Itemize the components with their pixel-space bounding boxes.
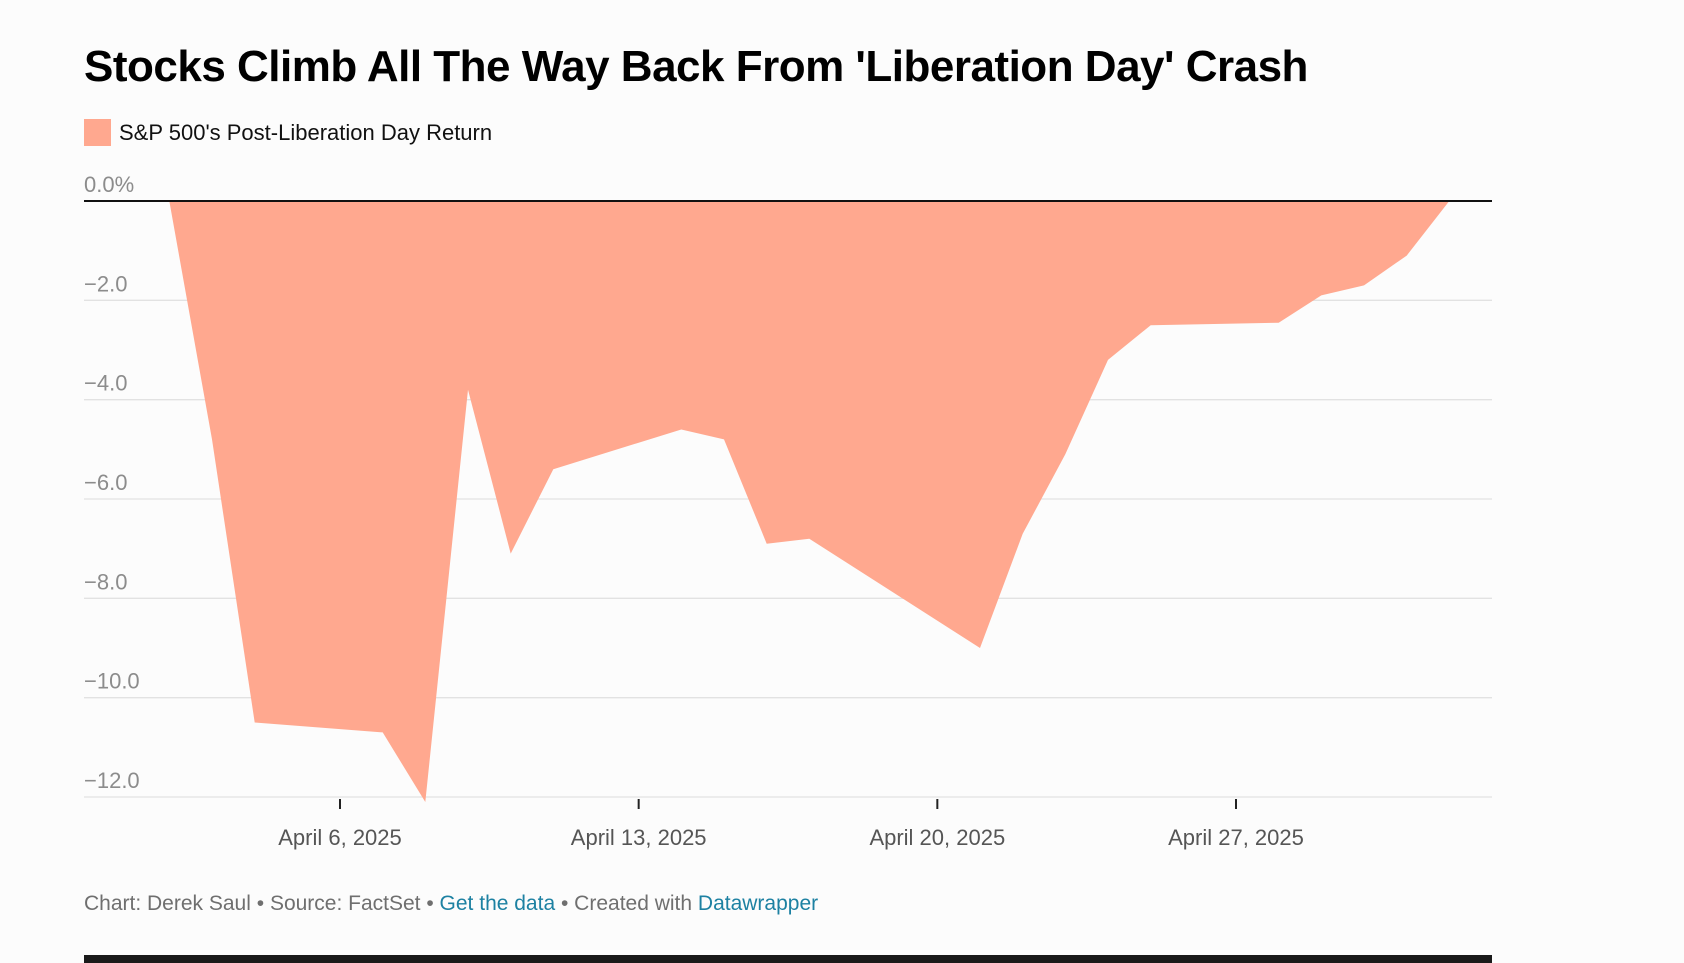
x-tick-label: April 13, 2025 bbox=[571, 825, 707, 850]
x-tick-label: April 27, 2025 bbox=[1168, 825, 1304, 850]
data-point bbox=[1277, 321, 1281, 325]
y-axis: 0.0% −2.0 −4.0 −6.0 −8.0 −10.0 −12.0 bbox=[84, 172, 140, 793]
data-point bbox=[1319, 293, 1323, 297]
data-point bbox=[722, 437, 726, 441]
footer-source: Source: FactSet bbox=[269, 892, 421, 915]
legend-swatch bbox=[84, 119, 111, 146]
legend: S&P 500's Post-Liberation Day Return bbox=[84, 119, 492, 146]
data-point bbox=[466, 388, 470, 392]
y-tick-label: −10.0 bbox=[84, 669, 140, 694]
get-the-data-link[interactable]: Get the data bbox=[439, 892, 556, 915]
data-point bbox=[1362, 283, 1366, 287]
chart-title: Stocks Climb All The Way Back From 'Libe… bbox=[84, 42, 1308, 91]
data-point bbox=[210, 437, 214, 441]
legend-label: S&P 500's Post-Liberation Day Return bbox=[119, 119, 493, 145]
data-point bbox=[1106, 358, 1110, 362]
y-tick-label: −8.0 bbox=[84, 569, 127, 594]
x-tick-label: April 6, 2025 bbox=[278, 825, 402, 850]
data-point bbox=[1405, 254, 1409, 258]
area-layer bbox=[169, 201, 1450, 804]
y-tick-label: −6.0 bbox=[84, 470, 127, 495]
data-point bbox=[1021, 532, 1025, 536]
x-tick-label: April 20, 2025 bbox=[869, 825, 1005, 850]
area-series bbox=[169, 201, 1450, 802]
data-point bbox=[381, 730, 385, 734]
data-point bbox=[253, 721, 257, 725]
footer: Chart: Derek Saul • Source: FactSet • Ge… bbox=[84, 892, 818, 916]
data-point bbox=[423, 800, 427, 804]
data-point bbox=[1149, 323, 1153, 327]
x-axis: April 6, 2025 April 13, 2025 April 20, 202… bbox=[278, 799, 1304, 850]
data-point bbox=[551, 467, 555, 471]
y-tick-label: −2.0 bbox=[84, 271, 127, 296]
datawrapper-link[interactable]: Datawrapper bbox=[697, 892, 819, 915]
y-tick-label: −12.0 bbox=[84, 768, 140, 793]
footer-created-with: Created with bbox=[574, 892, 693, 915]
data-point bbox=[679, 428, 683, 432]
data-point bbox=[1063, 452, 1067, 456]
y-tick-label: −4.0 bbox=[84, 371, 127, 396]
data-point bbox=[978, 646, 982, 650]
data-point bbox=[807, 537, 811, 541]
data-point bbox=[765, 542, 769, 546]
footer-separator: • bbox=[555, 892, 575, 915]
footer-credit: Chart: Derek Saul bbox=[84, 892, 251, 915]
footer-separator: • bbox=[250, 892, 270, 915]
embedded-image-strip bbox=[84, 955, 1492, 963]
data-point bbox=[509, 552, 513, 556]
footer-separator: • bbox=[420, 892, 440, 915]
y-tick-label: 0.0% bbox=[84, 172, 134, 197]
